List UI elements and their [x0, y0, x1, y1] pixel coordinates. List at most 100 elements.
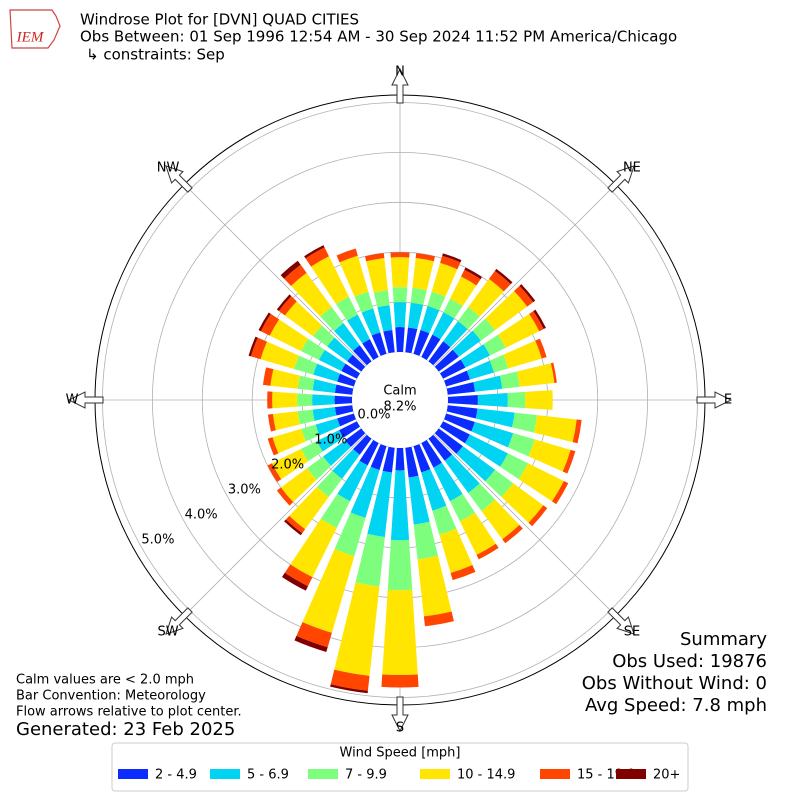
compass-label: SE — [624, 624, 640, 639]
wind-bar — [301, 424, 320, 442]
wind-bar — [417, 555, 452, 617]
wind-bar — [345, 428, 366, 447]
wind-bar — [334, 323, 360, 351]
wind-bar — [442, 253, 462, 263]
wind-bar — [341, 363, 361, 379]
logo-outline — [9, 9, 61, 49]
wind-bar — [284, 564, 313, 587]
legend-swatch — [308, 769, 338, 779]
plot-area — [67, 67, 733, 733]
wind-bar — [315, 418, 341, 436]
logo-text: IEM — [16, 29, 45, 45]
wind-bar — [313, 363, 341, 382]
wind-bar — [514, 285, 534, 307]
wind-bar — [410, 287, 427, 305]
wind-bar — [312, 394, 335, 406]
wind-bar — [381, 674, 419, 688]
wind-bar — [270, 369, 301, 389]
wind-bar — [494, 268, 513, 285]
wind-bar — [367, 470, 392, 537]
wind-bar — [413, 443, 431, 473]
wind-bar — [272, 391, 298, 409]
wind-bar — [290, 518, 337, 578]
wind-bar — [370, 443, 387, 471]
wind-bar — [390, 252, 410, 258]
wind-bar — [550, 362, 557, 383]
wind-bar — [355, 533, 385, 587]
grid-spoke — [184, 184, 367, 367]
legend-swatch — [540, 769, 570, 779]
compass-label: SW — [158, 624, 179, 639]
legend-swatch — [420, 769, 450, 779]
wind-bar — [284, 264, 307, 286]
wind-bar — [387, 540, 413, 591]
wind-bar — [390, 470, 410, 541]
wind-bar — [373, 290, 390, 308]
wind-bar — [316, 470, 343, 498]
wind-bar — [339, 421, 361, 438]
wind-bar — [276, 294, 292, 312]
legend-title: Wind Speed [mph] — [340, 746, 461, 761]
wind-bar — [294, 635, 328, 653]
legend-label: 2 - 4.9 — [155, 768, 197, 783]
wind-bar — [258, 312, 271, 332]
compass-label: S — [396, 721, 404, 736]
wind-bar — [473, 375, 503, 392]
wind-bar — [461, 269, 481, 286]
summary-line: Avg Speed: 7.8 mph — [585, 695, 767, 716]
wind-bar — [432, 312, 455, 340]
wind-bar — [284, 301, 323, 337]
wind-bar — [382, 589, 418, 676]
wind-bar — [248, 336, 258, 357]
compass-label: W — [66, 393, 79, 408]
wind-bar — [301, 338, 325, 360]
wind-bar — [280, 468, 317, 503]
summary-line: Obs Without Wind: 0 — [582, 673, 767, 694]
wind-bar — [332, 449, 360, 479]
wind-bar — [464, 434, 508, 467]
wind-bar — [562, 449, 576, 474]
wind-bar — [312, 379, 337, 393]
calm-circle — [352, 352, 448, 448]
wind-bar — [269, 319, 309, 352]
wind-bar — [297, 375, 315, 391]
wind-bar — [289, 487, 329, 530]
wind-bar — [294, 355, 318, 375]
r-tick-label: 5.0% — [141, 532, 174, 547]
wind-bar — [353, 345, 372, 366]
wind-bar — [413, 329, 430, 357]
calm-value: 8.2% — [383, 400, 416, 415]
wind-bar — [443, 370, 471, 387]
wind-bar — [305, 247, 329, 267]
wind-bar — [284, 519, 303, 536]
wind-bar — [395, 447, 405, 471]
wind-bar — [528, 505, 548, 527]
wind-bar — [528, 439, 571, 472]
wind-bar — [260, 313, 280, 336]
wind-bar — [390, 257, 410, 288]
wind-bar — [525, 390, 553, 410]
logo: IEM — [9, 9, 61, 49]
wind-bar — [412, 258, 434, 291]
wind-bar — [476, 543, 499, 560]
compass-label: N — [395, 65, 405, 80]
wind-bar — [337, 373, 357, 387]
wind-bar — [280, 260, 301, 279]
calm-label: Calm — [383, 384, 416, 399]
wind-bar — [440, 255, 461, 270]
wind-bar — [439, 528, 473, 573]
wind-bar — [443, 321, 468, 348]
wind-bar — [516, 363, 555, 387]
wind-bar — [502, 524, 523, 544]
wind-bar — [519, 284, 536, 303]
wind-bar — [446, 405, 478, 419]
note: Flow arrows relative to plot center. — [16, 705, 242, 720]
wind-bar — [405, 327, 418, 354]
wind-bar — [337, 413, 357, 427]
wind-bar — [464, 267, 483, 280]
flow-arrow — [696, 391, 733, 409]
wind-bar — [267, 391, 273, 409]
wind-bar — [350, 466, 380, 518]
grid-spoke — [433, 433, 616, 616]
